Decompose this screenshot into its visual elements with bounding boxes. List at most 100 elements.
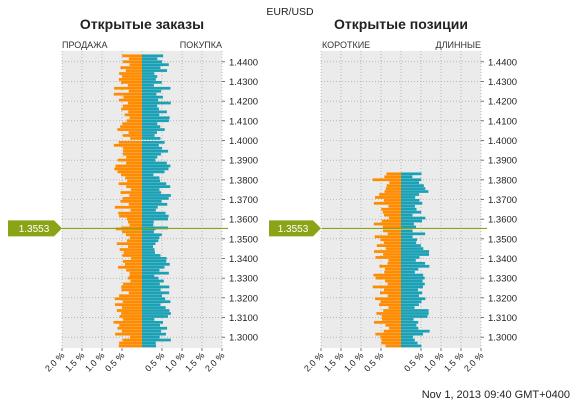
- bar-sell: [130, 208, 142, 212]
- bar-sell: [129, 116, 142, 120]
- bar-long: [401, 329, 430, 333]
- bar-sell: [128, 89, 142, 93]
- bar-short: [389, 181, 401, 185]
- y-tick-label: 1.3100: [488, 313, 517, 324]
- bar-short: [383, 199, 401, 202]
- bar-long: [401, 318, 414, 321]
- bar-buy: [142, 89, 161, 93]
- bar-buy: [142, 274, 155, 278]
- bar-short: [386, 172, 401, 176]
- y-tick-label: 1.4400: [229, 57, 258, 68]
- bar-short: [381, 207, 401, 211]
- bar-sell: [118, 182, 142, 186]
- x-tick-label: 2.0 %: [302, 350, 325, 373]
- y-tick-label: 1.4100: [488, 116, 517, 127]
- bar-buy: [142, 57, 158, 61]
- bar-short: [387, 282, 401, 286]
- bar-buy: [142, 101, 171, 105]
- bar-long: [401, 181, 420, 185]
- bar-buy: [142, 239, 159, 243]
- x-axis: 2.0 %1.5 %1.0 %0.5 % 0.5 %1.0 %1.5 %2.0 %: [302, 348, 485, 374]
- bar-buy: [142, 140, 165, 144]
- bar-buy: [142, 344, 157, 348]
- bar-long: [401, 213, 413, 217]
- y-tick-label: 1.3600: [488, 215, 517, 226]
- bars: [113, 54, 171, 348]
- bar-buy: [142, 188, 160, 191]
- bar-long: [401, 285, 423, 289]
- bars: [372, 172, 430, 348]
- bar-sell: [123, 149, 142, 153]
- bar-long: [401, 178, 422, 182]
- x-tick-label: 0.5 %: [143, 350, 166, 373]
- bar-sell: [123, 318, 142, 321]
- x-tick-label: 2.0 %: [43, 350, 66, 373]
- bar-long: [401, 338, 415, 342]
- bar-short: [373, 222, 401, 226]
- bar-buy: [142, 288, 161, 292]
- open-orders-title: Открытые заказы: [80, 16, 204, 32]
- bar-sell: [121, 329, 142, 333]
- bar-buy: [142, 335, 160, 339]
- bar-sell: [126, 119, 142, 123]
- bar-short: [385, 267, 401, 271]
- bar-long: [401, 326, 419, 330]
- bar-sell: [121, 107, 142, 111]
- bar-buy: [142, 318, 155, 321]
- bar-sell: [119, 214, 142, 218]
- x-tick-label: 1.0 %: [83, 350, 106, 373]
- bar-short: [374, 320, 401, 324]
- bar-buy: [142, 104, 158, 108]
- bar-buy: [142, 220, 154, 224]
- bar-buy: [142, 208, 156, 212]
- bar-short: [385, 247, 401, 250]
- open-orders-panel: Открытые заказы ПРОДАЖА ПОКУПКА 1.44001.…: [43, 16, 258, 374]
- bar-buy: [142, 217, 168, 221]
- bar-long: [401, 222, 414, 226]
- bar-sell: [114, 167, 142, 171]
- bar-buy: [142, 78, 156, 81]
- bar-buy: [142, 233, 162, 237]
- bar-buy: [142, 128, 165, 131]
- bar-short: [381, 338, 401, 342]
- bar-long: [401, 235, 413, 239]
- bar-buy: [142, 297, 166, 301]
- x-tick-label: 1.5 %: [183, 350, 206, 373]
- x-tick-label: 1.5 %: [442, 350, 465, 373]
- y-tick-label: 1.3700: [229, 195, 258, 206]
- x-tick-label: 1.5 %: [322, 350, 345, 373]
- bar-buy: [142, 285, 170, 289]
- sell-label: ПРОДАЖА: [62, 40, 108, 50]
- bar-short: [380, 238, 401, 242]
- bar-long: [401, 291, 423, 295]
- bar-sell: [119, 72, 142, 75]
- bar-sell: [123, 251, 142, 254]
- bar-sell: [129, 223, 142, 227]
- bar-sell: [122, 152, 142, 156]
- y-tick-label: 1.3000: [488, 333, 517, 344]
- bar-sell: [114, 205, 142, 209]
- bar-buy: [142, 72, 155, 75]
- bar-sell: [115, 164, 142, 168]
- bar-sell: [130, 279, 142, 283]
- bar-short: [375, 332, 401, 336]
- bar-buy: [142, 197, 169, 200]
- bar-sell: [114, 86, 142, 90]
- bar-long: [401, 267, 419, 271]
- bar-short: [375, 276, 401, 280]
- bar-buy: [142, 161, 167, 165]
- bar-buy: [142, 245, 154, 248]
- bar-sell: [122, 300, 142, 304]
- bar-sell: [124, 262, 142, 266]
- bar-short: [373, 201, 401, 205]
- bar-buy: [142, 223, 154, 227]
- bar-long: [401, 253, 430, 256]
- bar-buy: [142, 152, 161, 156]
- symbol-label: EUR/USD: [266, 6, 314, 18]
- bar-sell: [116, 309, 142, 312]
- bar-short: [381, 315, 401, 318]
- x-axis: 2.0 %1.5 %1.0 %0.5 % 0.5 %1.0 %1.5 %2.0 %: [43, 348, 226, 374]
- bar-long: [401, 247, 424, 250]
- bar-buy: [142, 300, 171, 304]
